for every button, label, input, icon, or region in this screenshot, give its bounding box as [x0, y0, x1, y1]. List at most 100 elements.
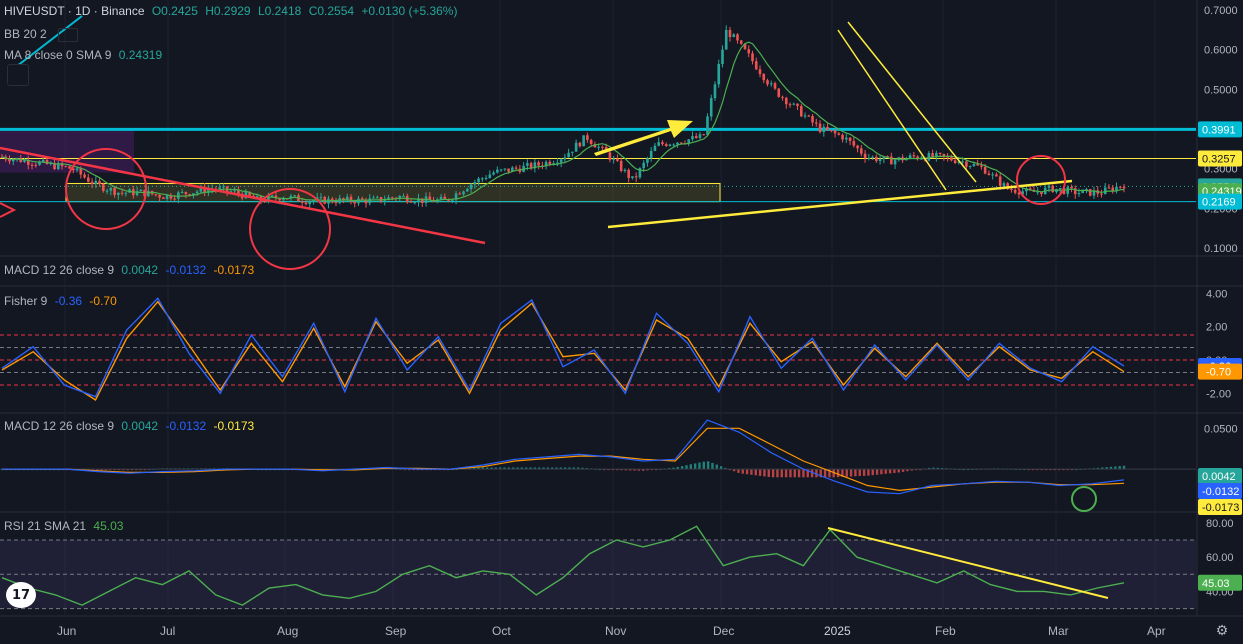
- fisher-label: Fisher 9: [4, 294, 48, 308]
- candle-body: [709, 98, 713, 117]
- macd2-legend[interactable]: MACD 12 26 close 9 0.0042 -0.0132 -0.017…: [4, 419, 258, 433]
- candle-body: [87, 177, 90, 182]
- channel-line-lower: [837, 29, 947, 191]
- macd-histogram-bar: [1122, 465, 1126, 470]
- candle-body: [559, 159, 563, 163]
- candle-body: [372, 197, 375, 199]
- candle-body: [488, 174, 492, 179]
- candle-body: [79, 168, 83, 175]
- price-badge-label: 0.3257: [1202, 153, 1236, 165]
- candle-body: [477, 178, 480, 183]
- candle-body: [950, 157, 953, 161]
- candle-body: [364, 199, 368, 204]
- eye-off-icon[interactable]: [58, 27, 79, 42]
- cyan-line-tool: [7, 15, 83, 74]
- macd-histogram-bar: [819, 469, 822, 478]
- time-axis: Jun Jul Aug Sep Oct Nov Dec 2025 Feb Mar Apr: [57, 624, 1166, 638]
- rsi-badge: [1198, 574, 1242, 591]
- macd-badge: [1198, 468, 1242, 484]
- time-axis-label: Aug: [277, 624, 298, 638]
- macd-histogram-bar: [498, 467, 502, 470]
- candle-body: [1085, 189, 1088, 191]
- macd-histogram-bar: [849, 469, 853, 477]
- candle-body: [983, 166, 987, 174]
- candle-body: [942, 153, 946, 157]
- macd-histogram-bar: [520, 467, 524, 470]
- collapse-legend-button[interactable]: [7, 64, 29, 86]
- candle-body: [94, 180, 98, 185]
- candle-body: [237, 190, 240, 194]
- rsi-legend[interactable]: RSI 21 SMA 21 45.03: [4, 519, 127, 533]
- candle-body: [135, 191, 139, 196]
- macd-histogram-bar: [936, 467, 939, 470]
- macd-histogram-bar: [559, 467, 563, 470]
- candle-body: [754, 61, 758, 70]
- candle-body: [1028, 188, 1032, 190]
- yellow-arrow: [594, 120, 693, 156]
- candle-body: [1100, 193, 1103, 195]
- bb-legend[interactable]: BB 20 2: [4, 27, 82, 42]
- macd-histogram-bar: [715, 464, 718, 470]
- candle-body: [120, 192, 124, 194]
- candle-body: [267, 195, 270, 202]
- annotations-front: [0, 15, 1073, 270]
- candle-body: [848, 137, 852, 141]
- candle-body: [766, 80, 769, 85]
- rsi-value: 45.03: [93, 519, 124, 533]
- candle-body: [901, 157, 904, 161]
- tradingview-logo-icon[interactable]: 17: [6, 582, 36, 608]
- candle-body: [563, 157, 567, 160]
- ma-legend[interactable]: MA 8 close 0 SMA 9 0.24319: [4, 48, 166, 62]
- macd-histogram-bar: [1101, 467, 1104, 470]
- candle-body: [796, 103, 799, 107]
- candle-body: [439, 196, 443, 200]
- candle-body: [428, 196, 432, 200]
- candle-body: [117, 192, 120, 195]
- price-tick-label: 0.6000: [1204, 45, 1238, 57]
- candle-body: [248, 192, 251, 196]
- macd-histogram-bar: [1096, 467, 1100, 470]
- candle-body: [961, 161, 964, 163]
- macd-histogram-bar: [646, 469, 649, 471]
- time-axis-label: Dec: [713, 624, 734, 638]
- macd-histogram-bar: [481, 467, 485, 470]
- macd-histogram-bar: [771, 469, 775, 478]
- macd-histogram-bar: [823, 469, 827, 478]
- candle-body: [845, 137, 848, 140]
- candle-body: [747, 49, 751, 54]
- candle-body: [882, 156, 886, 160]
- macd-histogram-bar: [711, 462, 714, 470]
- macd-histogram-bar: [858, 469, 861, 477]
- candle-body: [451, 199, 454, 201]
- macd-histogram-bar: [888, 469, 892, 474]
- price-badge-label: 0.3991: [1202, 124, 1236, 136]
- candle-body: [657, 142, 660, 146]
- candle-body: [492, 172, 495, 175]
- macd-histogram-bar: [832, 469, 835, 478]
- candle-body: [908, 155, 912, 159]
- candle-body: [375, 197, 379, 199]
- fisher-legend[interactable]: Fisher 9 -0.36 -0.70: [4, 294, 121, 308]
- symbol-legend: HIVEUSDT · 1D · Binance O0.2425 H0.2929 …: [4, 4, 461, 18]
- macd-histogram-bar: [533, 467, 537, 470]
- macd-histogram-bar: [585, 468, 589, 470]
- gear-icon[interactable]: ⚙: [1215, 622, 1229, 638]
- macd-histogram-bar: [776, 469, 779, 478]
- candle-body: [1115, 186, 1118, 192]
- fisher-trigger-value: -0.70: [89, 294, 117, 308]
- candle-body: [548, 161, 552, 165]
- candle-body: [687, 139, 691, 144]
- candle-body: [1021, 191, 1024, 195]
- macd-histogram-bar: [737, 469, 740, 473]
- candle-body: [195, 191, 199, 194]
- candle-body: [739, 40, 743, 44]
- candle-body: [976, 164, 979, 166]
- candle-body: [402, 195, 405, 197]
- macd-histogram-bar: [1105, 467, 1108, 470]
- candle-body: [165, 195, 169, 199]
- candle-body: [222, 186, 225, 188]
- macd1-legend[interactable]: MACD 12 26 close 9 0.0042 -0.0132 -0.017…: [4, 263, 258, 277]
- candle-body: [691, 136, 694, 140]
- candle-body: [177, 192, 180, 199]
